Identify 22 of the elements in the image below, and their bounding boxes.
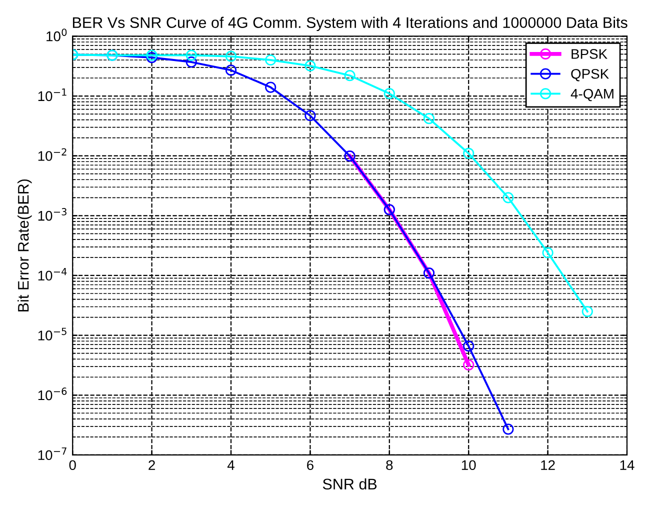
y-tick-label: 10$^{−4}$: [38, 268, 67, 281]
y-tick-label: 10$^{−2}$: [38, 148, 66, 161]
x-tick-label: 10: [462, 460, 476, 470]
x-tick-label: 0: [69, 460, 76, 470]
x-tick-label: 6: [307, 460, 314, 470]
legend-label: BPSK: [572, 49, 608, 59]
x-tick-label: 14: [620, 460, 634, 470]
chart-title: BER Vs SNR Curve of 4G Comm. System with 4 Iterations and 1000000 Data Bits: [72, 16, 628, 32]
x-tick-label: 12: [541, 460, 555, 470]
x-tick-label: 2: [148, 460, 155, 470]
x-axis-title: SNR dB: [322, 478, 377, 490]
y-axis-title: Bit Error Rate(BER): [18, 179, 32, 312]
x-tick-label: 4: [227, 460, 234, 470]
y-tick-label: 10$^{−3}$: [38, 208, 66, 221]
y-tick-label: 10$^{−6}$: [38, 388, 67, 400]
y-tick-label: 10$^{−1}$: [38, 88, 66, 102]
y-tick-label: 10$^{0}$: [46, 28, 67, 42]
x-tick-label: 8: [386, 460, 393, 470]
y-tick-label: 10$^{−5}$: [38, 328, 66, 340]
y-tick-label: 10$^{−7}$: [38, 447, 66, 460]
legend-label: QPSK: [571, 68, 609, 82]
legend-label: 4-QAM: [570, 88, 614, 102]
